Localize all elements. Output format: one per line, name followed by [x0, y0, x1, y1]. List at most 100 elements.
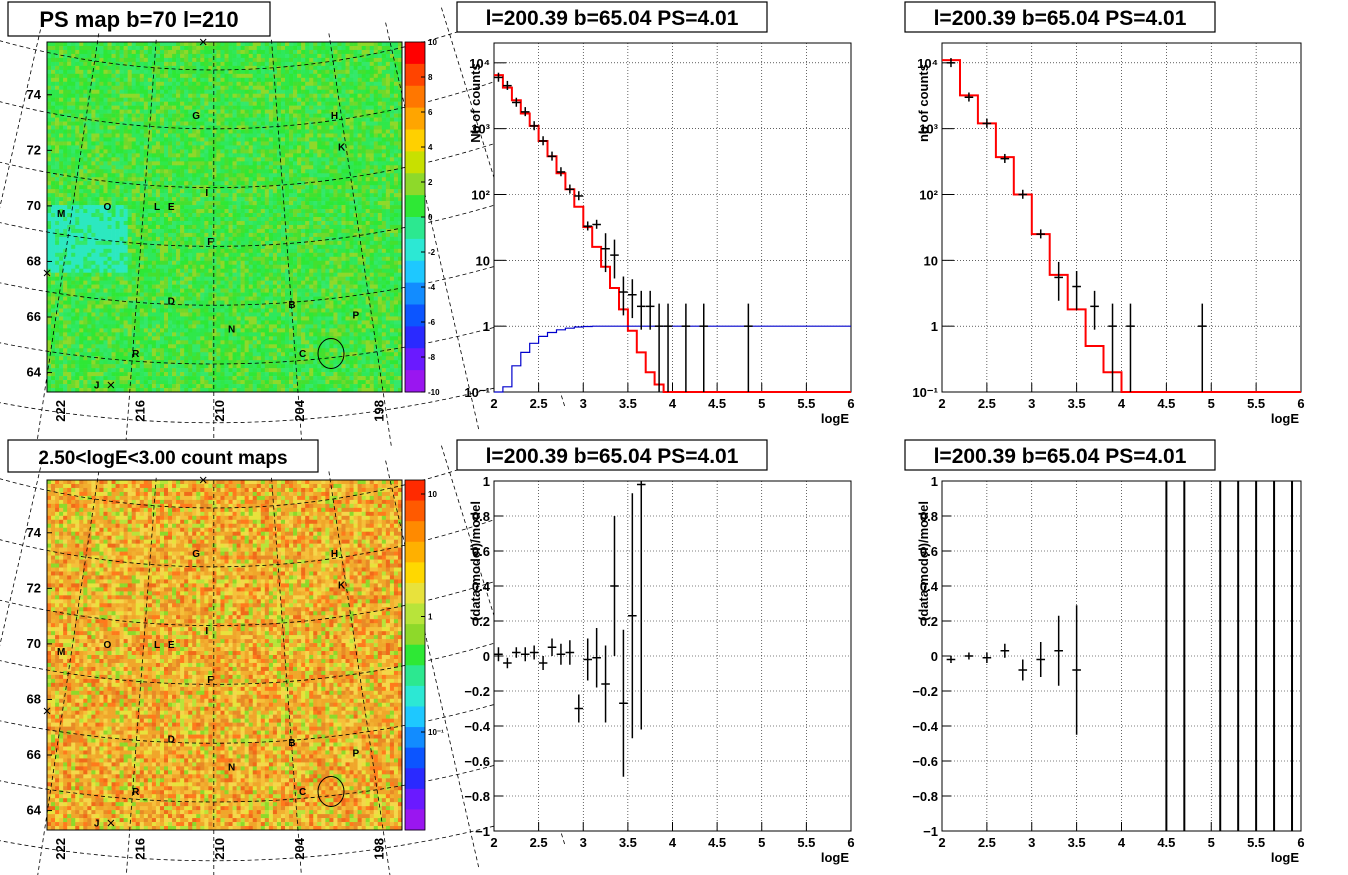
map-pixel — [176, 360, 181, 365]
map-pixel — [224, 296, 229, 301]
map-pixel — [155, 69, 161, 75]
map-pixel — [55, 348, 60, 353]
map-pixel — [79, 304, 84, 309]
map-pixel — [115, 260, 120, 266]
map-pixel — [212, 201, 217, 206]
map-pixel — [264, 296, 270, 301]
map-pixel — [236, 105, 241, 110]
map-pixel — [200, 113, 205, 118]
map-pixel — [212, 149, 217, 154]
map-pixel — [115, 316, 120, 321]
map-pixel — [155, 205, 161, 210]
map-pixel — [196, 244, 201, 250]
map-pixel — [168, 65, 173, 71]
map-pixel — [143, 165, 149, 170]
map-pixel — [159, 364, 165, 369]
map-pixel — [272, 165, 278, 170]
map-pixel — [172, 356, 177, 361]
map-pixel — [240, 232, 245, 238]
map-pixel — [212, 57, 217, 63]
map-pixel — [151, 264, 157, 270]
map-pixel — [107, 268, 112, 273]
map-pixel — [188, 42, 193, 47]
map-pixel — [147, 248, 153, 254]
map-pixel — [131, 129, 137, 134]
map-pixel — [240, 61, 245, 67]
map-pixel — [59, 85, 64, 91]
map-pixel — [200, 177, 205, 182]
map-pixel — [184, 304, 189, 309]
map-pixel — [228, 129, 233, 134]
map-pixel — [168, 201, 173, 206]
map-pixel — [135, 69, 141, 75]
map-pixel — [115, 276, 120, 281]
map-pixel — [240, 344, 245, 349]
map-pixel — [83, 304, 88, 309]
map-pixel — [59, 224, 64, 230]
map-pixel — [143, 320, 149, 325]
map-pixel — [192, 61, 197, 67]
map-pixel — [224, 288, 229, 293]
map-pixel — [228, 149, 233, 154]
map-pixel — [200, 101, 205, 106]
map-pixel — [115, 77, 120, 83]
map-pixel — [71, 304, 76, 309]
map-pixel — [264, 89, 270, 95]
map-pixel — [139, 276, 145, 281]
map-pixel — [139, 280, 145, 285]
map-pixel — [180, 69, 185, 75]
map-pixel — [67, 248, 72, 254]
map-pixel — [264, 232, 270, 238]
map-pixel — [127, 252, 133, 258]
map-pixel — [224, 209, 229, 214]
map-pixel — [119, 316, 124, 321]
map-pixel — [184, 300, 189, 305]
map-pixel — [176, 300, 181, 305]
map-pixel — [236, 288, 241, 293]
map-pixel — [111, 193, 116, 198]
map-pixel — [47, 145, 52, 150]
map-pixel — [272, 284, 278, 289]
map-pixel — [139, 57, 145, 63]
map-pixel — [212, 328, 217, 333]
map-pixel — [99, 149, 104, 154]
map-pixel — [268, 352, 274, 357]
map-pixel — [184, 177, 189, 182]
map-pixel — [236, 256, 241, 262]
map-pixel — [200, 85, 205, 91]
map-pixel — [264, 348, 270, 353]
map-pixel — [71, 248, 76, 254]
map-pixel — [99, 272, 104, 277]
map-pixel — [55, 53, 60, 59]
map-pixel — [135, 177, 141, 182]
map-pixel — [256, 109, 262, 114]
map-pixel — [59, 45, 64, 51]
map-pixel — [240, 376, 245, 381]
map-pixel — [236, 42, 241, 47]
map-pixel — [232, 340, 237, 345]
map-pixel — [244, 232, 249, 238]
map-pixel — [240, 141, 245, 146]
map-pixel — [188, 268, 193, 273]
map-pixel — [75, 300, 80, 305]
map-pixel — [55, 236, 60, 242]
map-pixel — [196, 73, 201, 79]
map-pixel — [155, 93, 161, 98]
map-pixel — [216, 272, 221, 277]
map-pixel — [224, 376, 229, 381]
map-pixel — [135, 141, 141, 146]
map-pixel — [240, 181, 245, 186]
map-pixel — [236, 153, 241, 158]
map-pixel — [155, 244, 161, 250]
map-pixel — [240, 360, 245, 365]
map-pixel — [208, 129, 213, 134]
map-pixel — [147, 141, 153, 146]
map-pixel — [71, 380, 76, 385]
map-pixel — [208, 348, 213, 353]
map-pixel — [71, 169, 76, 174]
map-pixel — [127, 300, 133, 305]
map-pixel — [244, 224, 249, 230]
map-pixel — [127, 121, 133, 126]
map-pixel — [248, 193, 254, 198]
map-pixel — [220, 145, 225, 150]
